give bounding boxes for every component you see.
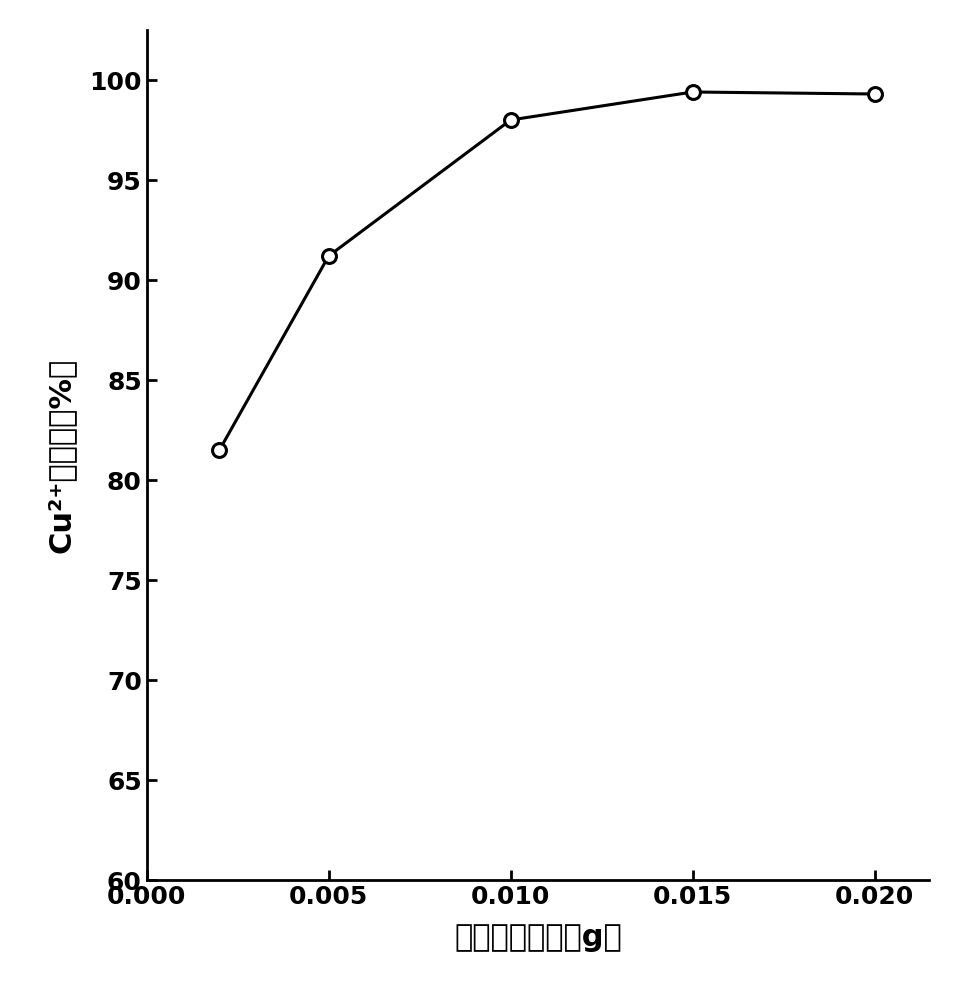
X-axis label: 改性淠粉用量（g）: 改性淠粉用量（g） xyxy=(453,923,621,952)
Y-axis label: Cu²⁺去除率（%）: Cu²⁺去除率（%） xyxy=(46,357,75,553)
